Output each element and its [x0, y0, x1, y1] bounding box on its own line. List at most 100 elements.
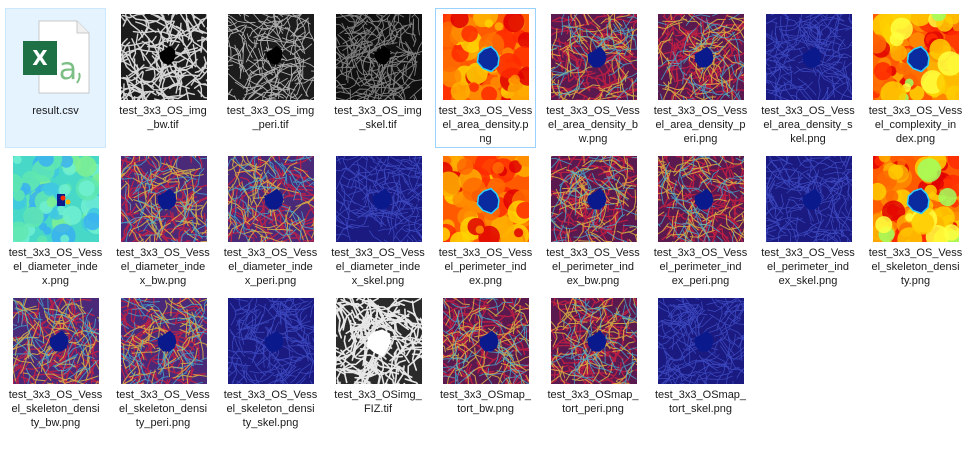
file-item[interactable]: test_3x3_OS_Vess el_skeleton_densi ty.png	[865, 150, 966, 290]
file-name-label: test_3x3_OS_Vess el_area_density_p eri.png	[652, 104, 749, 146]
file-name-label: test_3x3_OS_Vess el_area_density.p ng	[437, 104, 534, 146]
file-item[interactable]: test_3x3_OS_Vess el_diameter_inde x_bw.png	[113, 150, 214, 290]
file-item[interactable]: test_3x3_OS_Vess el_area_density_s kel.png	[758, 8, 859, 148]
file-name-label: test_3x3_OSmap_ tort_bw.png	[437, 388, 534, 416]
file-name-line: test_3x3_OS_Vess	[223, 247, 318, 259]
file-name-line: el_skeleton_densi	[11, 403, 100, 415]
file-item[interactable]: test_3x3_OS_Vess el_area_density_p eri.png	[650, 8, 751, 148]
file-item[interactable]: test_3x3_OS_Vess el_area_density_b w.png	[543, 8, 644, 148]
image-thumbnail-icon	[12, 155, 100, 243]
image-thumbnail-icon	[872, 155, 960, 243]
file-name-line: test_3x3_OS_Vess	[438, 247, 533, 259]
file-name-line: test_3x3_OSmap_	[439, 389, 532, 401]
file-name-line: test_3x3_OSimg_	[334, 389, 422, 401]
file-name-line: el_diameter_inde	[228, 261, 313, 273]
file-item[interactable]: test_3x3_OSmap_ tort_peri.png	[543, 292, 644, 432]
file-name-label: test_3x3_OS_Vess el_perimeter_ind ex_peri.…	[652, 246, 749, 288]
file-item[interactable]: test_3x3_OS_Vess el_area_density.p ng	[435, 8, 536, 148]
file-item[interactable]: test_3x3_OS_Vess el_skeleton_densi ty_bw.p…	[5, 292, 106, 432]
image-thumbnail-icon	[442, 297, 530, 385]
file-name-line: el_diameter_inde	[335, 261, 421, 273]
file-item[interactable]: test_3x3_OS_Vess el_perimeter_ind ex_bw.pn…	[543, 150, 644, 290]
svg-text:a: a	[59, 52, 77, 87]
file-name-line: test_3x3_OS_Vess	[8, 389, 103, 401]
file-name-label: test_3x3_OSimg_ FIZ.tif	[330, 388, 427, 416]
file-name-label: test_3x3_OS_Vess el_skeleton_densi ty_peri…	[115, 388, 212, 430]
image-thumbnail-icon	[765, 13, 853, 101]
file-name-line: test_3x3_OS_Vess	[868, 105, 963, 117]
file-item[interactable]: test_3x3_OS_Vess el_perimeter_ind ex_peri.…	[650, 150, 751, 290]
file-name-label: test_3x3_OS_img _peri.tif	[222, 104, 319, 132]
image-thumbnail-icon	[442, 13, 530, 101]
file-item[interactable]: test_3x3_OS_Vess el_diameter_inde x_peri.p…	[220, 150, 321, 290]
file-name-line: el_skeleton_densi	[118, 403, 208, 415]
file-item[interactable]: test_3x3_OSimg_ FIZ.tif	[328, 292, 429, 432]
image-thumbnail-icon	[120, 13, 208, 101]
file-name-line: el_complexity_in	[874, 119, 957, 131]
file-name-label: test_3x3_OS_Vess el_complexity_in dex.png	[867, 104, 964, 146]
file-name-line: test_3x3_OS_Vess	[546, 247, 640, 259]
file-name-line: test_3x3_OS_img	[226, 105, 315, 117]
file-name-line: ng	[479, 133, 492, 145]
file-item[interactable]: test_3x3_OS_Vess el_diameter_inde x_skel.p…	[328, 150, 429, 290]
file-name-label: test_3x3_OS_Vess el_area_density_s kel.png	[760, 104, 857, 146]
file-name-line: test_3x3_OSmap_	[547, 389, 639, 401]
file-name-line: el_perimeter_ind	[767, 261, 849, 273]
file-name-line: ex_bw.png	[566, 275, 620, 287]
file-name-line: test_3x3_OS_Vess	[653, 105, 748, 117]
file-name-line: test_3x3_OS_Vess	[438, 105, 533, 117]
file-name-line: el_perimeter_ind	[552, 261, 634, 273]
file-item[interactable]: test_3x3_OS_img _bw.tif	[113, 8, 214, 148]
file-name-line: test_3x3_OS_img	[334, 105, 422, 117]
file-item[interactable]: test_3x3_OS_Vess el_skeleton_densi ty_skel…	[220, 292, 321, 432]
file-name-line: ty_peri.png	[135, 417, 191, 429]
file-item[interactable]: test_3x3_OS_Vess el_perimeter_ind ex_skel.…	[758, 150, 859, 290]
image-thumbnail-icon	[335, 155, 423, 243]
file-name-label: test_3x3_OS_Vess el_perimeter_ind ex.png	[437, 246, 534, 288]
image-thumbnail-icon	[657, 155, 745, 243]
file-name-line: ex.png	[468, 275, 503, 287]
file-name-line: ty_skel.png	[242, 417, 299, 429]
file-name-line: test_3x3_OS_img	[119, 105, 207, 117]
file-name-line: eri.png	[683, 133, 718, 145]
file-name-line: el_skeleton_densi	[871, 261, 960, 273]
file-item[interactable]: test_3x3_OS_Vess el_skeleton_densi ty_peri…	[113, 292, 214, 432]
image-thumbnail-icon	[550, 297, 638, 385]
file-item[interactable]: test_3x3_OS_img _skel.tif	[328, 8, 429, 148]
file-name-line: FIZ.tif	[363, 403, 393, 415]
file-name-line: kel.png	[790, 133, 826, 145]
file-name-label: test_3x3_OS_Vess el_skeleton_densi ty_bw.p…	[7, 388, 104, 430]
file-name-line: ty_bw.png	[30, 417, 81, 429]
image-thumbnail-icon	[765, 155, 853, 243]
image-thumbnail-icon	[872, 13, 960, 101]
file-name-line: el_area_density_b	[548, 119, 638, 131]
file-item[interactable]: test_3x3_OS_img _peri.tif	[220, 8, 321, 148]
file-name-line: x_peri.png	[244, 275, 297, 287]
file-name-line: test_3x3_OS_Vess	[223, 389, 318, 401]
file-name-line: x.png	[42, 275, 69, 287]
file-name-line: el_perimeter_ind	[659, 261, 742, 273]
image-thumbnail-icon	[227, 155, 315, 243]
file-name-label: test_3x3_OS_Vess el_skeleton_densi ty_skel…	[222, 388, 319, 430]
image-thumbnail-icon	[550, 13, 638, 101]
file-item[interactable]: test_3x3_OS_Vess el_complexity_in dex.png	[865, 8, 966, 148]
file-name-line: el_diameter_inde	[13, 261, 98, 273]
file-name-line: test_3x3_OS_Vess	[116, 247, 210, 259]
file-name-line: test_3x3_OS_Vess	[116, 389, 210, 401]
file-item[interactable]: test_3x3_OS_Vess el_perimeter_ind ex.png	[435, 150, 536, 290]
file-name-label: test_3x3_OSmap_ tort_peri.png	[545, 388, 642, 416]
image-thumbnail-icon	[550, 155, 638, 243]
file-item[interactable]: test_3x3_OSmap_ tort_bw.png	[435, 292, 536, 432]
file-name-label: test_3x3_OS_Vess el_diameter_inde x_bw.png	[115, 246, 212, 288]
file-name-line: x_bw.png	[139, 275, 187, 287]
image-thumbnail-icon	[442, 155, 530, 243]
file-name-line: el_diameter_inde	[120, 261, 206, 273]
file-item[interactable]: test_3x3_OSmap_ tort_skel.png	[650, 292, 751, 432]
svg-text:X: X	[32, 46, 48, 70]
file-name-line: result.csv	[32, 105, 79, 117]
file-item[interactable]: test_3x3_OS_Vess el_diameter_inde x.png	[5, 150, 106, 290]
file-name-label: test_3x3_OS_img _bw.tif	[115, 104, 212, 132]
file-name-line: x_skel.png	[351, 275, 405, 287]
